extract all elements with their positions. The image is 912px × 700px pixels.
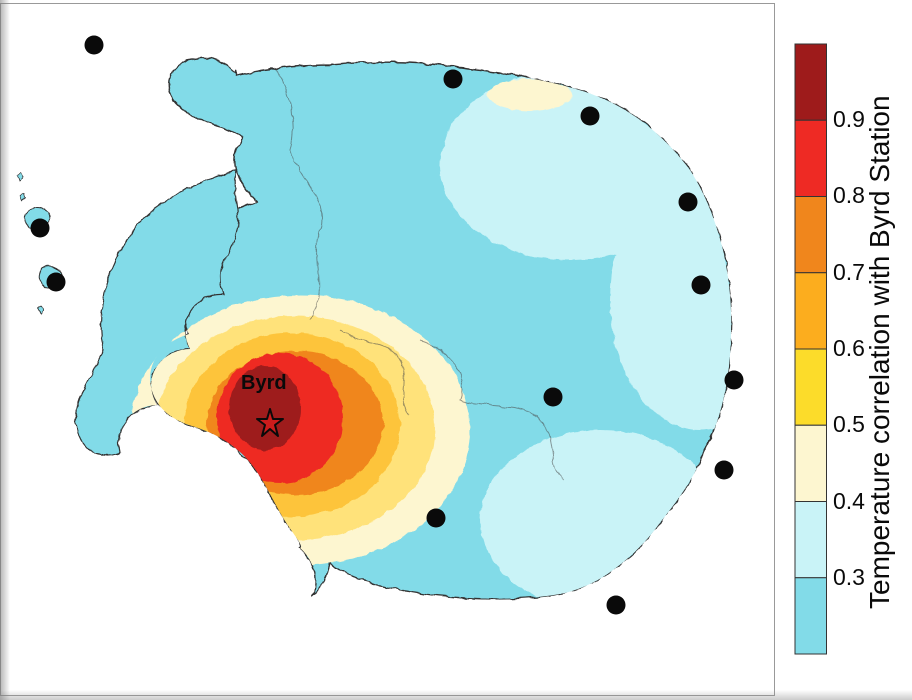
svg-text:Temperature correlation with B: Temperature correlation with Byrd Statio… (864, 95, 895, 609)
